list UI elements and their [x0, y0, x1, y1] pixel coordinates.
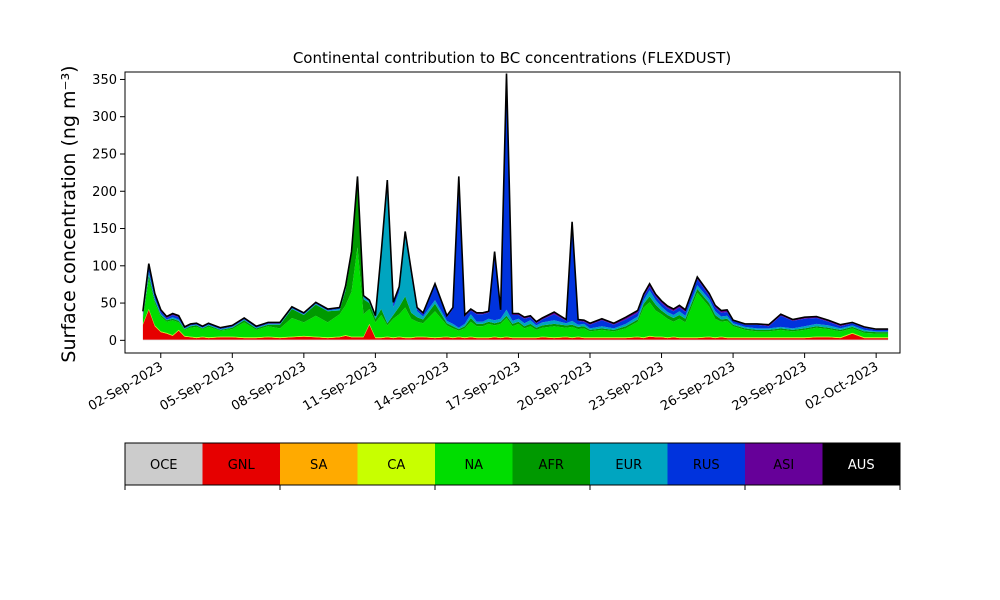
x-axis: 02-Sep-202305-Sep-202308-Sep-202311-Sep-… — [86, 353, 881, 414]
x-tick-label: 11-Sep-2023 — [301, 359, 381, 414]
legend-label: RUS — [693, 458, 720, 473]
y-tick-label: 100 — [92, 259, 117, 274]
y-axis: 0 50 100 150 200 250 300 350 — [92, 73, 125, 349]
legend-swatch-na — [435, 443, 513, 485]
y-tick-label: 200 — [92, 185, 117, 200]
chart-title: Continental contribution to BC concentra… — [293, 49, 731, 67]
area-afr — [142, 180, 889, 334]
area-asi — [142, 73, 889, 330]
legend-swatch-afr — [512, 443, 590, 485]
area-aus — [142, 73, 889, 330]
legend-swatch-aus — [822, 443, 900, 485]
legend-swatch-oce — [125, 443, 203, 485]
legend-swatch-eur — [590, 443, 668, 485]
legend-label: NA — [464, 458, 483, 473]
y-tick-label: 150 — [92, 222, 117, 237]
x-tick-label: 23-Sep-2023 — [587, 359, 667, 414]
y-tick-label: 350 — [92, 73, 117, 88]
x-tick-label: 14-Sep-2023 — [372, 359, 452, 414]
legend-swatch-gnl — [202, 443, 280, 485]
legend-label: GNL — [228, 458, 256, 473]
x-tick-label: 26-Sep-2023 — [658, 359, 738, 414]
area-oce — [142, 339, 889, 341]
area-na — [142, 247, 889, 338]
legend-swatch-sa — [280, 443, 358, 485]
y-tick-label: 300 — [92, 110, 117, 125]
legend-swatch-asi — [745, 443, 823, 485]
legend-label: AUS — [848, 458, 875, 473]
legend-swatch-ca — [357, 443, 435, 485]
x-tick-label: 20-Sep-2023 — [515, 359, 595, 414]
legend-label: OCE — [150, 458, 178, 473]
y-tick-label: 0 — [109, 334, 117, 349]
y-tick-label: 250 — [92, 147, 117, 162]
area-rus — [142, 77, 889, 332]
plot-frame — [124, 71, 901, 354]
legend-label: CA — [387, 458, 405, 473]
legend-label: ASI — [773, 458, 794, 473]
x-tick-label: 02-Oct-2023 — [803, 359, 881, 413]
legend-swatch-rus — [667, 443, 745, 485]
area-eur — [142, 177, 889, 333]
total-outline — [142, 73, 889, 330]
x-tick-label: 02-Sep-2023 — [86, 359, 166, 414]
legend-label: AFR — [539, 458, 564, 473]
x-tick-label: 08-Sep-2023 — [229, 359, 309, 414]
legend-label: EUR — [615, 458, 642, 473]
legend-frame — [124, 442, 901, 486]
x-tick-label: 29-Sep-2023 — [730, 359, 810, 414]
y-axis-label: Surface concentration (ng m⁻³) — [58, 65, 80, 362]
stacked-areas — [142, 73, 889, 341]
x-tick-label: 05-Sep-2023 — [157, 359, 237, 414]
y-tick-label: 50 — [100, 297, 117, 312]
x-tick-label: 17-Sep-2023 — [444, 359, 524, 414]
continent-legend: OCE GNL SA CA NA AFR EUR RUS ASI AUS — [124, 442, 901, 490]
legend-label: SA — [310, 458, 327, 473]
total-line — [142, 73, 889, 330]
